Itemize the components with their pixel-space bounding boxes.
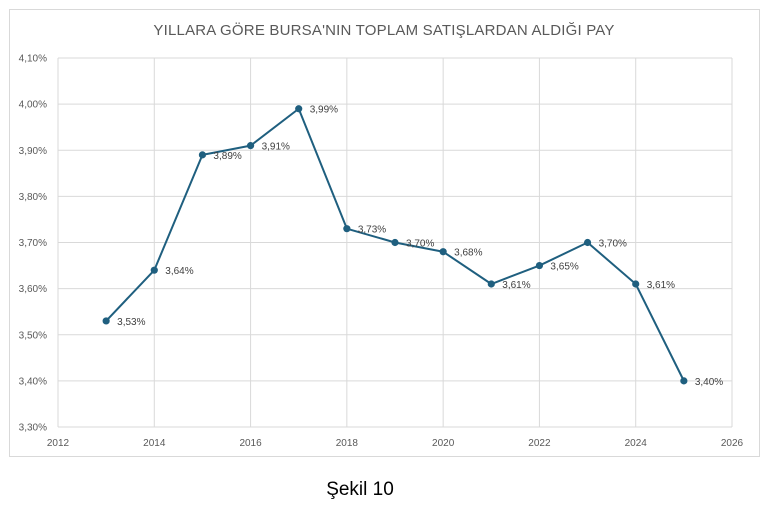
y-tick-label: 3,30% <box>19 423 47 434</box>
data-label: 3,70% <box>406 239 434 250</box>
data-label: 3,61% <box>647 280 675 291</box>
data-point <box>343 225 351 233</box>
data-point <box>150 266 158 274</box>
data-label: 3,61% <box>502 280 530 291</box>
data-point <box>583 238 592 247</box>
y-tick-label: 3,70% <box>19 238 47 249</box>
y-tick-label: 3,40% <box>19 376 47 387</box>
data-label: 3,68% <box>454 248 482 259</box>
y-tick-label: 3,60% <box>19 284 47 295</box>
x-tick-label: 2024 <box>625 438 648 449</box>
x-tick-label: 2016 <box>239 438 262 449</box>
data-point <box>439 248 447 256</box>
x-tick-label: 2018 <box>336 438 359 449</box>
data-point <box>391 238 399 247</box>
data-point <box>295 105 303 113</box>
data-label: 3,73% <box>358 225 386 236</box>
data-point <box>102 317 110 325</box>
data-label: 3,70% <box>599 239 627 250</box>
x-tick-label: 2026 <box>721 438 744 449</box>
y-tick-label: 3,80% <box>19 192 47 203</box>
data-label: 3,89% <box>213 151 241 162</box>
data-point <box>632 280 640 288</box>
data-point <box>198 151 207 159</box>
y-tick-label: 4,10% <box>19 54 47 65</box>
y-tick-label: 4,00% <box>19 100 47 111</box>
x-tick-label: 2014 <box>143 438 166 449</box>
figure-caption: Şekil 10 <box>326 479 394 500</box>
x-tick-label: 2022 <box>528 438 551 449</box>
data-label: 3,64% <box>165 266 193 277</box>
data-point <box>535 261 544 270</box>
data-point <box>680 377 688 385</box>
data-label: 3,53% <box>117 317 145 328</box>
data-label: 3,91% <box>262 142 290 153</box>
y-tick-label: 3,50% <box>19 330 47 341</box>
chart-title: YILLARA GÖRE BURSA'NIN TOPLAM SATIŞLARDA… <box>153 22 615 39</box>
data-point <box>487 280 495 288</box>
x-tick-label: 2020 <box>432 438 455 449</box>
data-label: 3,40% <box>695 377 723 388</box>
x-tick-label: 2012 <box>47 438 70 449</box>
data-label: 3,65% <box>550 262 578 273</box>
data-label: 3,99% <box>310 105 338 116</box>
y-tick-label: 3,90% <box>19 146 47 157</box>
data-point <box>246 142 255 150</box>
chart-frame <box>9 9 760 457</box>
